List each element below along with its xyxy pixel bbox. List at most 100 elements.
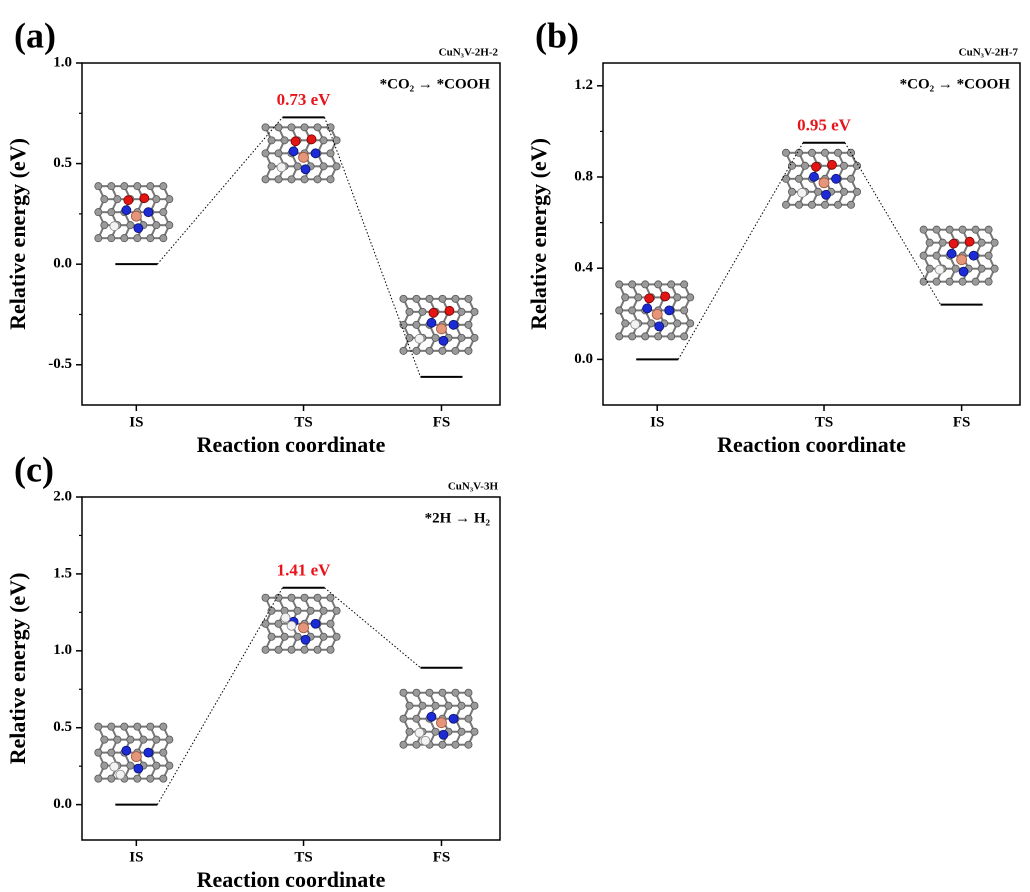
carbon-atom <box>926 265 933 272</box>
carbon-atom <box>952 265 959 272</box>
carbon-atom <box>281 633 288 640</box>
carbon-atom <box>432 702 439 709</box>
carbon-atom <box>301 646 308 653</box>
carbon-atom <box>320 633 327 640</box>
nitrogen-atom <box>810 172 819 181</box>
oxygen-atom <box>124 196 133 205</box>
oxygen-atom <box>307 135 316 144</box>
nitrogen-atom <box>301 165 310 174</box>
carbon-atom <box>101 222 108 229</box>
carbon-atom <box>327 620 334 627</box>
nitrogen-atom <box>311 149 320 158</box>
carbon-atom <box>681 333 688 340</box>
carbon-atom <box>294 607 301 614</box>
carbon-atom <box>445 702 452 709</box>
carbon-atom <box>814 188 821 195</box>
carbon-atom <box>101 762 108 769</box>
annotation: *2H → H₂ <box>425 510 491 526</box>
carbon-atom <box>95 235 102 242</box>
carbon-atom <box>635 294 642 301</box>
nitrogen-atom <box>822 190 831 199</box>
carbon-atom <box>413 321 420 328</box>
y-tick-label: 0.4 <box>574 260 593 276</box>
hydrogen-atom <box>277 163 286 172</box>
carbon-atom <box>262 150 269 157</box>
carbon-atom <box>471 334 478 341</box>
structure-illustration <box>95 183 173 242</box>
carbon-atom <box>121 183 128 190</box>
carbon-atom <box>160 235 167 242</box>
hydrogen-atom <box>116 770 125 779</box>
nitrogen-atom <box>947 249 956 258</box>
carbon-atom <box>622 320 629 327</box>
carbon-atom <box>946 226 953 233</box>
x-tick-label: TS <box>294 414 312 430</box>
carbon-atom <box>95 723 102 730</box>
x-axis-label: Reaction coordinate <box>717 432 906 457</box>
carbon-atom <box>406 728 413 735</box>
barrier-label: 1.41 eV <box>277 561 332 580</box>
y-axis-label: Relative energy (eV) <box>526 138 551 330</box>
nitrogen-atom <box>655 322 664 331</box>
copper-atom <box>299 623 309 633</box>
nitrogen-atom <box>449 714 458 723</box>
carbon-atom <box>147 183 154 190</box>
nitrogen-atom <box>969 251 978 260</box>
y-tick-label: -0.5 <box>48 356 72 372</box>
carbon-atom <box>642 281 649 288</box>
carbon-atom <box>629 281 636 288</box>
x-tick-label: FS <box>433 849 451 865</box>
carbon-atom <box>95 775 102 782</box>
nitrogen-atom <box>439 730 448 739</box>
copper-atom <box>436 324 446 334</box>
structure-illustration <box>400 295 478 354</box>
carbon-atom <box>788 162 795 169</box>
figure: -0.50.00.51.0ISTSFSReaction coordinateRe… <box>0 0 1030 892</box>
carbon-atom <box>795 201 802 208</box>
carbon-atom <box>262 124 269 131</box>
carbon-atom <box>288 124 295 131</box>
carbon-atom <box>655 333 662 340</box>
carbon-atom <box>268 607 275 614</box>
carbon-atom <box>294 163 301 170</box>
structure-illustration <box>95 723 173 782</box>
carbon-atom <box>400 295 407 302</box>
x-axis-label: Reaction coordinate <box>197 867 386 892</box>
copper-atom <box>652 309 662 319</box>
nitrogen-atom <box>122 206 131 215</box>
carbon-atom <box>985 278 992 285</box>
carbon-atom <box>101 196 108 203</box>
carbon-atom <box>166 762 173 769</box>
carbon-atom <box>413 741 420 748</box>
x-tick-label: TS <box>294 849 312 865</box>
carbon-atom <box>314 594 321 601</box>
carbon-atom <box>114 736 121 743</box>
oxygen-atom <box>140 194 149 203</box>
carbon-atom <box>320 163 327 170</box>
barrier-label: 0.73 eV <box>277 90 332 109</box>
carbon-atom <box>629 333 636 340</box>
carbon-atom <box>95 183 102 190</box>
hydrogen-atom <box>287 621 296 630</box>
carbon-atom <box>668 333 675 340</box>
nitrogen-atom <box>134 224 143 233</box>
carbon-atom <box>108 749 115 756</box>
carbon-atom <box>275 620 282 627</box>
hydrogen-atom <box>415 334 424 343</box>
carbon-atom <box>147 775 154 782</box>
carbon-atom <box>413 295 420 302</box>
carbon-atom <box>834 201 841 208</box>
oxygen-atom <box>291 137 300 146</box>
annotation: *CO₂ → *COOH <box>900 76 1011 92</box>
carbon-atom <box>439 295 446 302</box>
carbon-atom <box>108 723 115 730</box>
carbon-atom <box>327 176 334 183</box>
carbon-atom <box>959 226 966 233</box>
nitrogen-atom <box>439 336 448 345</box>
nitrogen-atom <box>144 208 153 217</box>
carbon-atom <box>419 308 426 315</box>
carbon-atom <box>629 307 636 314</box>
carbon-atom <box>840 188 847 195</box>
carbon-atom <box>413 689 420 696</box>
carbon-atom <box>681 307 688 314</box>
